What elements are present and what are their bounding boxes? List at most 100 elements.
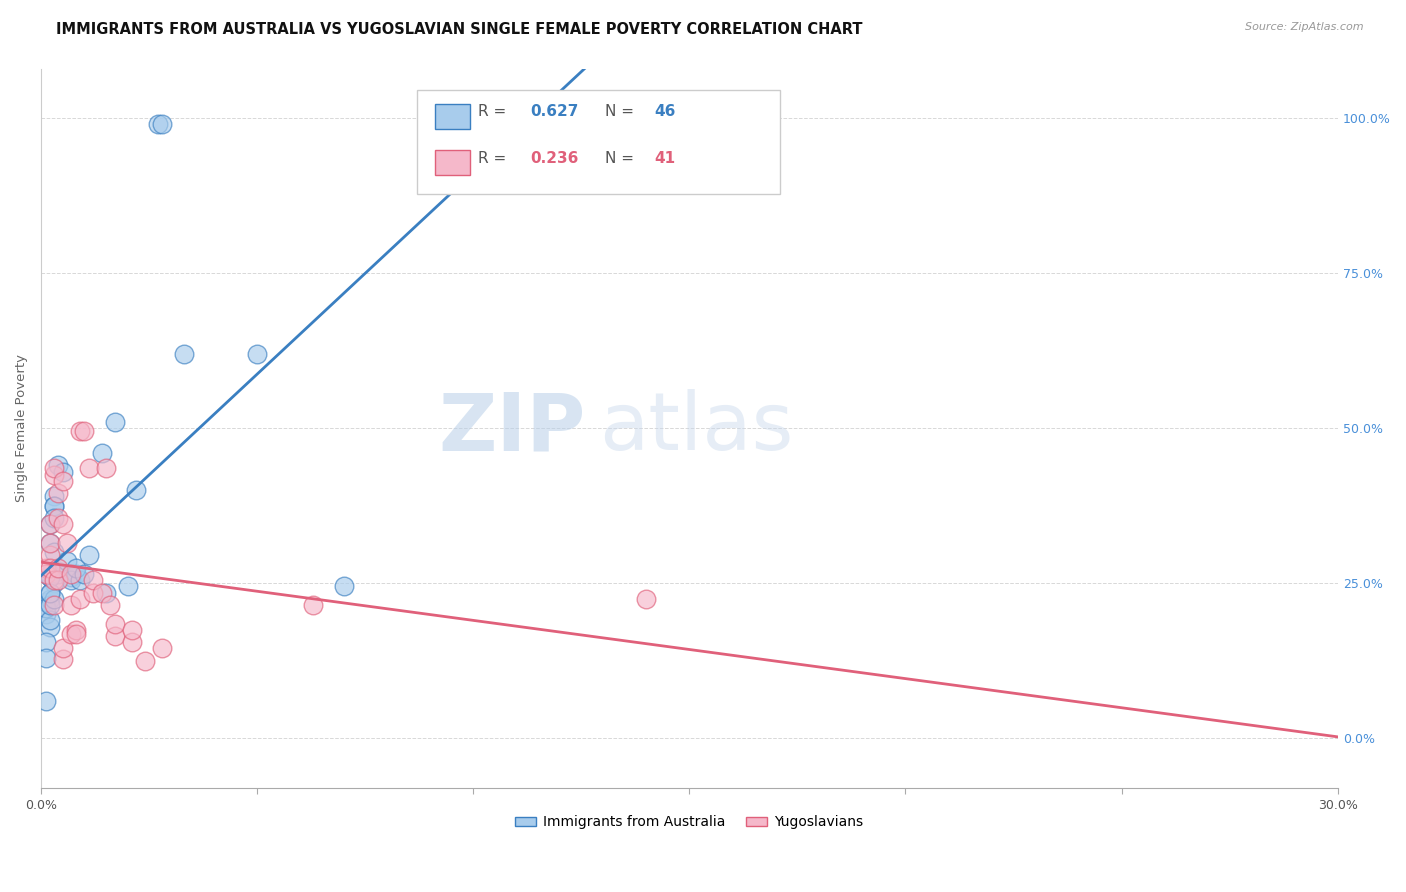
Point [44, 499, 66, 513]
Point [90, 585, 112, 599]
Point [94, 461, 117, 475]
Text: 0.627: 0.627 [530, 104, 578, 120]
Point [38, 517, 60, 532]
Point [44, 576, 66, 591]
Point [77, 461, 100, 475]
Point [73, 566, 96, 581]
Point [38, 560, 60, 574]
Point [90, 446, 112, 460]
Text: N =: N = [605, 151, 638, 166]
Point [34, 560, 56, 574]
FancyBboxPatch shape [418, 90, 780, 194]
Text: atlas: atlas [599, 389, 793, 467]
Point [38, 536, 60, 550]
Point [121, 623, 143, 637]
Point [34, 607, 56, 622]
Point [60, 598, 83, 612]
Point [125, 483, 148, 498]
Text: ZIP: ZIP [439, 389, 586, 467]
Point [44, 461, 66, 475]
Point [104, 415, 127, 429]
Point [34, 566, 56, 581]
Point [38, 570, 60, 584]
Point [38, 598, 60, 612]
Point [44, 591, 66, 606]
Text: 46: 46 [654, 104, 676, 120]
Point [44, 545, 66, 559]
Point [332, 579, 354, 593]
Point [173, 347, 195, 361]
Legend: Immigrants from Australia, Yugoslavians: Immigrants from Australia, Yugoslavians [510, 810, 869, 835]
Point [82, 585, 104, 599]
Y-axis label: Single Female Poverty: Single Female Poverty [15, 354, 28, 502]
Point [98, 598, 121, 612]
Point [65, 560, 87, 574]
Point [44, 573, 66, 587]
Point [38, 549, 60, 563]
Text: R =: R = [478, 104, 512, 120]
Point [52, 465, 75, 479]
Point [69, 573, 91, 587]
Point [48, 458, 70, 473]
Text: 0.236: 0.236 [530, 151, 578, 166]
Point [146, 117, 169, 131]
Point [636, 591, 658, 606]
Point [104, 629, 127, 643]
FancyBboxPatch shape [436, 103, 470, 129]
Point [60, 570, 83, 584]
Point [48, 566, 70, 581]
Point [56, 554, 79, 568]
Point [246, 347, 269, 361]
Point [38, 570, 60, 584]
Point [302, 598, 325, 612]
Point [56, 536, 79, 550]
Point [34, 595, 56, 609]
Point [38, 619, 60, 633]
Point [65, 566, 87, 581]
Point [38, 517, 60, 532]
Point [44, 489, 66, 503]
Point [48, 486, 70, 500]
Point [52, 641, 75, 656]
Text: Source: ZipAtlas.com: Source: ZipAtlas.com [1246, 22, 1364, 32]
Text: IMMIGRANTS FROM AUSTRALIA VS YUGOSLAVIAN SINGLE FEMALE POVERTY CORRELATION CHART: IMMIGRANTS FROM AUSTRALIA VS YUGOSLAVIAN… [56, 22, 863, 37]
Text: R =: R = [478, 151, 512, 166]
Point [48, 560, 70, 574]
Point [52, 652, 75, 666]
Point [44, 511, 66, 525]
Point [60, 627, 83, 641]
Point [73, 424, 96, 438]
Point [150, 641, 173, 656]
Point [34, 635, 56, 649]
Point [134, 654, 156, 668]
Point [77, 549, 100, 563]
Point [44, 598, 66, 612]
Point [44, 499, 66, 513]
Point [65, 627, 87, 641]
Point [34, 650, 56, 665]
Point [117, 579, 139, 593]
Point [82, 573, 104, 587]
Point [52, 517, 75, 532]
Point [48, 573, 70, 587]
Point [150, 117, 173, 131]
Text: 41: 41 [654, 151, 675, 166]
Point [38, 536, 60, 550]
Point [34, 694, 56, 708]
Point [69, 591, 91, 606]
Point [38, 614, 60, 628]
Point [52, 474, 75, 488]
Point [38, 566, 60, 581]
Point [121, 635, 143, 649]
Point [34, 601, 56, 615]
Text: N =: N = [605, 104, 638, 120]
Point [38, 591, 60, 606]
Point [38, 585, 60, 599]
Point [69, 424, 91, 438]
Point [94, 585, 117, 599]
Point [60, 566, 83, 581]
Point [44, 467, 66, 482]
Point [48, 564, 70, 578]
Point [104, 616, 127, 631]
Point [65, 623, 87, 637]
